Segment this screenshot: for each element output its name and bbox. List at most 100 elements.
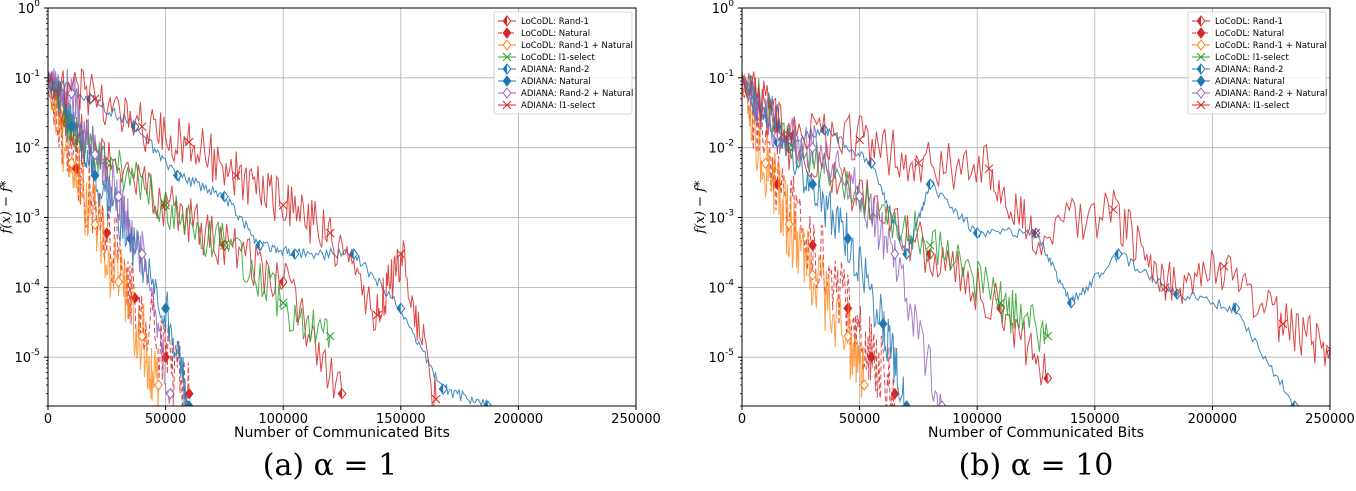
- series-marker: [1031, 228, 1041, 238]
- series-line: [48, 67, 437, 406]
- y-tick-label: 10-4: [708, 278, 734, 296]
- series-marker: [1231, 302, 1241, 315]
- legend-entry: LoCoDL: Rand-1: [1192, 15, 1283, 27]
- series-marker: [890, 248, 900, 260]
- y-tick-label: 10-2: [708, 139, 734, 157]
- legend-marker: [502, 39, 512, 51]
- legend-entry: LoCoDL: Rand-1 + Natural: [498, 39, 633, 51]
- series-marker: [996, 298, 1006, 308]
- legend-marker: [502, 15, 512, 27]
- x-tick-label: 200000: [1188, 412, 1238, 427]
- legend-entry: ADIANA: l1-select: [498, 100, 596, 111]
- legend-label: ADIANA: Rand-2: [1215, 65, 1283, 75]
- legend-box: [493, 11, 633, 115]
- series-marker: [114, 190, 123, 203]
- x-tick-label: 100000: [258, 412, 308, 427]
- series-marker: [1325, 344, 1330, 354]
- legend-label: ADIANA: Natural: [1215, 77, 1285, 87]
- series-marker: [137, 248, 147, 260]
- series-line: [48, 71, 190, 406]
- x-tick-label: 250000: [1305, 412, 1355, 427]
- legend-entry: ADIANA: Rand-2 + Natural: [498, 87, 633, 99]
- series-marker: [1161, 282, 1170, 292]
- legend-label: ADIANA: l1-select: [1215, 101, 1290, 111]
- legend-label: ADIANA: Rand-2: [521, 65, 589, 75]
- legend-box: [1187, 11, 1327, 115]
- legend-marker: [502, 100, 512, 110]
- series-marker: [67, 87, 76, 100]
- series-marker: [1219, 261, 1229, 271]
- legend-marker: [502, 52, 512, 62]
- series-marker: [349, 248, 359, 260]
- series-marker: [278, 200, 288, 210]
- series-marker: [231, 171, 241, 180]
- series-marker: [855, 190, 864, 203]
- series-line: [48, 77, 190, 406]
- series-marker: [1043, 331, 1053, 341]
- legend-label: LoCoDL: l1-select: [521, 53, 596, 63]
- series-marker: [431, 394, 441, 404]
- series-marker: [843, 232, 853, 245]
- series-marker: [290, 248, 300, 260]
- y-tick-label: 100: [712, 0, 735, 17]
- series-marker: [255, 239, 265, 252]
- series-marker: [90, 169, 100, 182]
- series-marker: [483, 400, 493, 406]
- series-line: [742, 71, 865, 398]
- legend-marker: [1196, 87, 1206, 99]
- legend: LoCoDL: Rand-1 LoCoDL: Natural LoCoDL: Ran…: [1187, 11, 1327, 115]
- legend-entry: ADIANA: Rand-2: [498, 63, 589, 75]
- y-tick-label: 10-3: [708, 209, 734, 227]
- series-marker: [137, 122, 147, 132]
- series-marker: [90, 218, 100, 231]
- series-marker: [184, 400, 194, 406]
- series-line: [48, 68, 171, 405]
- y-tick-label: 100: [18, 0, 41, 17]
- series-marker: [1278, 319, 1288, 329]
- legend-label: ADIANA: Natural: [521, 77, 591, 87]
- legend-entry: LoCoDL: Natural: [1192, 27, 1284, 39]
- series-marker: [161, 302, 170, 315]
- x-tick-label: 250000: [611, 412, 661, 427]
- series-marker: [902, 400, 912, 406]
- legend-marker: [502, 63, 512, 75]
- x-tick-label: 50000: [145, 412, 186, 427]
- x-tick-label: 200000: [494, 412, 544, 427]
- series-group: [48, 67, 493, 406]
- legend-label: LoCoDL: Rand-1: [521, 17, 589, 27]
- series-marker: [784, 131, 794, 140]
- legend-label: LoCoDL: Rand-1 + Natural: [1215, 41, 1327, 51]
- caption-a: (a) α = 1: [263, 448, 397, 483]
- series-marker: [761, 157, 770, 170]
- legend-marker: [502, 87, 512, 99]
- legend-marker: [502, 75, 512, 87]
- series-marker: [866, 157, 876, 170]
- legend-marker: [1196, 15, 1206, 27]
- series-marker: [278, 275, 288, 288]
- series-marker: [90, 148, 100, 161]
- series-marker: [984, 164, 994, 174]
- series-marker: [337, 387, 347, 400]
- x-tick-label: 0: [44, 412, 52, 427]
- legend-entry: ADIANA: Rand-2: [1192, 63, 1283, 75]
- chart-alpha-1: (a) α = 1 0 50000 100000 150000 200000 250000…: [0, 0, 661, 483]
- legend-marker: [1196, 27, 1206, 39]
- series-marker: [325, 331, 335, 341]
- series-marker: [184, 137, 194, 147]
- x-tick-label: 0: [738, 412, 746, 427]
- series-marker: [925, 240, 935, 250]
- series-marker: [90, 94, 100, 104]
- legend-label: LoCoDL: l1-select: [1215, 53, 1290, 63]
- series-marker: [114, 275, 123, 288]
- series-marker: [372, 310, 382, 320]
- legend-entry: ADIANA: l1-select: [1192, 100, 1290, 111]
- legend-entry: LoCoDL: Rand-1 + Natural: [1192, 39, 1327, 51]
- series-marker: [396, 302, 406, 315]
- series-marker: [972, 227, 982, 239]
- x-tick-label: 150000: [1070, 412, 1120, 427]
- series-marker: [154, 379, 163, 391]
- x-tick-label: 150000: [376, 412, 426, 427]
- series-marker: [808, 141, 817, 154]
- series-marker: [172, 169, 182, 182]
- plot-frame: [741, 7, 1331, 407]
